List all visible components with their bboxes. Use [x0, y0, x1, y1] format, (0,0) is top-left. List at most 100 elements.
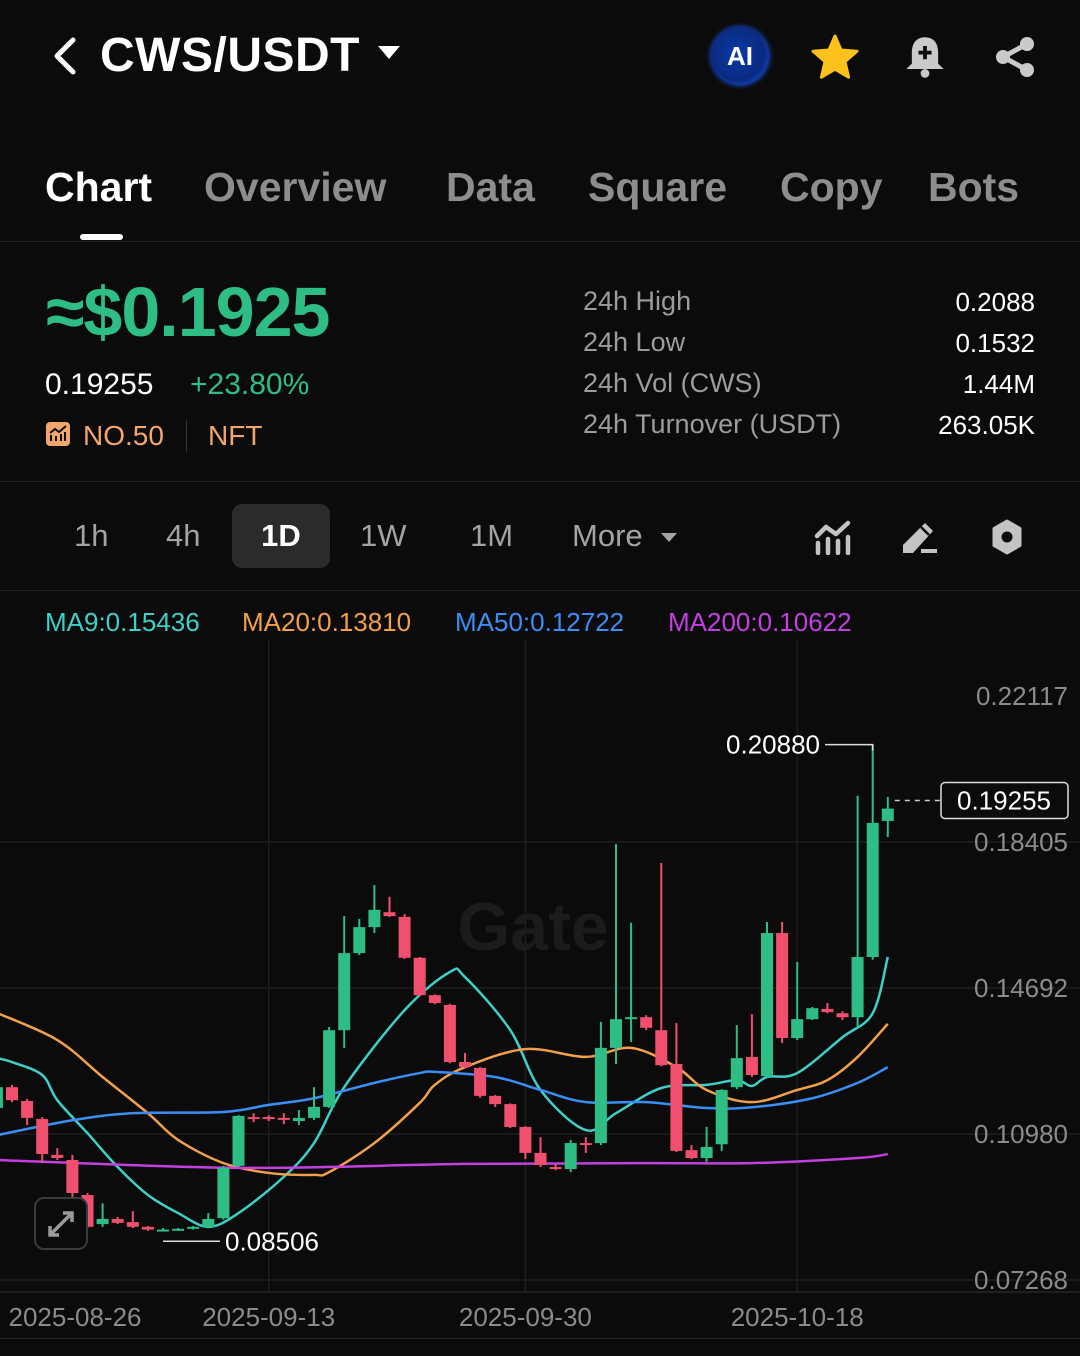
candle — [21, 1099, 34, 1125]
last-price-label: 0.19255 — [957, 786, 1051, 816]
candle-body — [459, 1062, 471, 1068]
candle — [610, 844, 622, 1065]
low-label: 0.08506 — [225, 1226, 319, 1256]
ma20-legend[interactable]: MA20:0.13810 — [242, 607, 412, 637]
candle — [308, 1087, 320, 1120]
indicator-button[interactable] — [812, 516, 854, 558]
star-icon — [811, 34, 859, 79]
high-label: 0.20880 — [726, 730, 820, 760]
candle-body — [6, 1087, 18, 1101]
favorite-button[interactable] — [808, 30, 862, 84]
stat-label-low: 24h Low — [583, 327, 686, 357]
candle — [323, 1027, 336, 1109]
candle — [277, 1113, 290, 1125]
last-price: 0.19255 — [45, 368, 154, 401]
candle — [157, 1228, 169, 1232]
fullscreen-button[interactable] — [34, 1197, 88, 1250]
candle — [534, 1137, 547, 1168]
candle-body — [625, 1017, 638, 1020]
y-tick-label: 0.14692 — [974, 973, 1068, 1003]
ma50-legend[interactable]: MA50:0.12722 — [455, 607, 625, 637]
timeframe-4h[interactable]: 4h — [166, 518, 201, 553]
candle-body — [685, 1150, 698, 1159]
candle — [398, 914, 411, 959]
price-alert-button[interactable] — [898, 30, 952, 84]
candle-body — [866, 822, 879, 958]
timeframe-1w[interactable]: 1W — [360, 518, 407, 553]
candle-body — [247, 1117, 260, 1120]
candle — [594, 1021, 607, 1146]
candle-body — [323, 1030, 336, 1107]
candles — [0, 744, 894, 1232]
candle — [202, 1213, 215, 1229]
candle — [413, 957, 426, 997]
back-button[interactable] — [44, 36, 84, 76]
settings-button[interactable] — [986, 516, 1028, 558]
draw-button[interactable] — [899, 516, 941, 558]
candle-body — [670, 1064, 683, 1151]
divider — [0, 241, 1080, 242]
timeframe-more[interactable]: More — [572, 518, 678, 554]
candle — [519, 1126, 532, 1160]
candle-body — [217, 1167, 230, 1219]
stat-value-high: 0.2088 — [955, 287, 1035, 317]
candle-body — [66, 1159, 79, 1194]
rank-badge[interactable]: NO.50 — [83, 420, 164, 451]
pair-selector[interactable]: CWS/USDT — [100, 29, 360, 82]
candlestick-chart[interactable]: Gate 0.20880 0.08506 0.19255 0.22117 0.1840… — [0, 640, 1080, 1340]
candle — [745, 1014, 758, 1077]
ai-icon: AI — [727, 40, 753, 71]
candle-body — [443, 1005, 456, 1063]
stat-value-vol: 1.44M — [962, 369, 1035, 399]
price-change: +23.80% — [190, 368, 310, 401]
share-button[interactable] — [988, 30, 1042, 84]
tab-data[interactable]: Data — [446, 164, 535, 210]
candle — [806, 1006, 819, 1020]
candle-body — [776, 933, 789, 1039]
indicator-icon — [814, 520, 851, 555]
tab-square[interactable]: Square — [588, 164, 727, 210]
candle-body — [398, 916, 411, 958]
candle-body — [292, 1117, 305, 1122]
stat-value-turnover: 263.05K — [938, 410, 1035, 440]
candle — [428, 994, 441, 1005]
tab-bots[interactable]: Bots — [928, 164, 1020, 210]
tab-chart[interactable]: Chart — [45, 164, 153, 210]
tab-copy[interactable]: Copy — [780, 164, 883, 210]
category-tag[interactable]: NFT — [208, 420, 263, 451]
candle — [821, 1003, 834, 1014]
candle — [6, 1084, 18, 1103]
ai-button[interactable]: AI — [711, 27, 769, 85]
candle — [670, 1023, 683, 1153]
candle-body — [549, 1167, 562, 1170]
candle-body — [262, 1117, 275, 1120]
caret-down-icon[interactable] — [378, 46, 400, 59]
timeframe-1m[interactable]: 1M — [470, 518, 514, 553]
candle-body — [413, 957, 426, 996]
candle-body — [232, 1115, 245, 1166]
active-tab-indicator — [80, 234, 123, 240]
candle-body — [534, 1152, 547, 1166]
candle — [217, 1165, 230, 1220]
share-icon — [996, 37, 1034, 77]
candle-body — [489, 1095, 502, 1105]
candle — [625, 922, 638, 1042]
ma9-legend[interactable]: MA9:0.15436 — [45, 607, 200, 637]
gate-watermark: Gate — [457, 889, 608, 965]
timeframe-1h[interactable]: 1h — [74, 518, 109, 553]
ma200-legend[interactable]: MA200:0.10622 — [668, 607, 852, 637]
y-tick-label: 0.22117 — [976, 681, 1068, 711]
tab-overview[interactable]: Overview — [204, 164, 387, 210]
candle-body — [36, 1119, 49, 1155]
candle-body — [519, 1126, 532, 1153]
candle-body — [202, 1218, 215, 1227]
candle — [791, 962, 804, 1041]
candle-body — [308, 1106, 320, 1118]
stat-label-turnover: 24h Turnover (USDT) — [583, 409, 842, 439]
y-tick-label: 0.18405 — [974, 827, 1068, 857]
candle — [51, 1148, 64, 1160]
stat-label-vol: 24h Vol (CWS) — [583, 368, 762, 398]
timeframe-1d[interactable]: 1D — [232, 504, 330, 568]
candle — [443, 1003, 456, 1064]
candle — [172, 1228, 185, 1231]
